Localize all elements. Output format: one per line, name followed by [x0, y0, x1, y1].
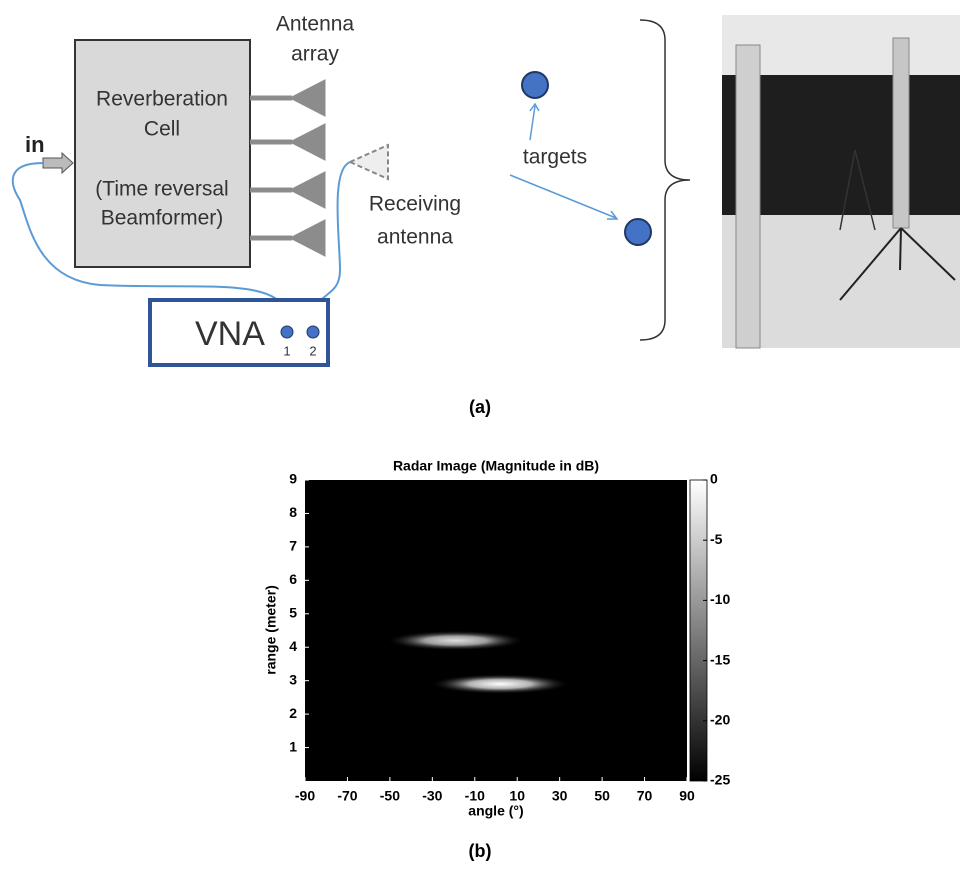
- panel-label: (b): [469, 841, 492, 861]
- y-tick-label: 7: [289, 538, 297, 554]
- vna-label: VNA: [195, 315, 265, 353]
- x-tick-label: -10: [465, 788, 485, 804]
- x-tick-label: -50: [380, 788, 400, 804]
- targets-label: targets: [523, 146, 587, 169]
- y-tick-label: 1: [289, 738, 297, 754]
- port: [280, 325, 294, 339]
- y-tick-label: 3: [289, 671, 297, 687]
- colorbar-tick-label: -5: [710, 531, 723, 547]
- arrow: [529, 102, 540, 141]
- y-tick-label: 2: [289, 705, 297, 721]
- block-text: Cell: [144, 118, 180, 141]
- y-axis-label: range (meter): [263, 585, 279, 674]
- antennas: [250, 79, 326, 257]
- x-tick-label: 10: [509, 788, 525, 804]
- port-label: 1: [283, 343, 290, 358]
- photo: [722, 15, 960, 349]
- target: [624, 218, 652, 246]
- y-tick-label: 5: [289, 604, 297, 620]
- reverberation-cell: [74, 39, 251, 268]
- x-tick-label: 30: [552, 788, 568, 804]
- antenna-array-label: Antenna: [276, 13, 355, 36]
- colorbar-tick-label: -15: [710, 651, 730, 667]
- colorbar-tick-label: 0: [710, 471, 718, 487]
- arrow: [509, 174, 619, 220]
- spot: [430, 674, 571, 695]
- port-label: 2: [309, 343, 316, 358]
- y-tick-label: 9: [289, 471, 297, 487]
- block-text: (Time reversal: [95, 178, 228, 201]
- x-tick-label: 70: [637, 788, 653, 804]
- colorbar-tick-label: -20: [710, 712, 730, 728]
- vna-box: [148, 298, 330, 367]
- y-tick-label: 4: [289, 638, 297, 654]
- panel-label: (a): [469, 397, 491, 417]
- chart-title: Radar Image (Magnitude in dB): [393, 458, 599, 474]
- receiving-antenna: [347, 143, 389, 181]
- colorbar: [689, 479, 708, 782]
- x-tick-label: -90: [295, 788, 315, 804]
- block-text: Reverberation: [96, 88, 228, 111]
- input-arrow: [42, 151, 74, 175]
- colorbar-tick-label: -10: [710, 591, 730, 607]
- x-tick-label: -70: [337, 788, 357, 804]
- port: [306, 325, 320, 339]
- block-text: Beamformer): [101, 207, 224, 230]
- plot-area: [305, 480, 687, 781]
- receiving-label: antenna: [377, 226, 453, 249]
- receiving-label: Receiving: [369, 193, 461, 216]
- brace: [639, 19, 691, 341]
- x-tick-label: 50: [594, 788, 610, 804]
- antenna-array-label: array: [291, 43, 339, 66]
- input-label: in: [25, 132, 45, 157]
- cable: [11, 162, 288, 321]
- target: [521, 71, 549, 99]
- x-tick-label: 90: [679, 788, 695, 804]
- x-axis-label: angle (°): [468, 803, 523, 819]
- spot: [385, 630, 526, 651]
- y-tick-label: 6: [289, 571, 297, 587]
- x-tick-label: -30: [422, 788, 442, 804]
- colorbar-tick-label: -25: [710, 772, 730, 788]
- y-tick-label: 8: [289, 504, 297, 520]
